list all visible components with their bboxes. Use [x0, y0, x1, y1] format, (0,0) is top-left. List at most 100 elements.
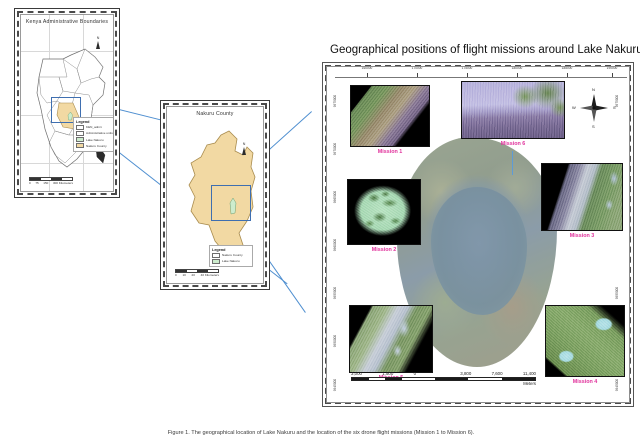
legend-title: Legend: [212, 247, 226, 252]
mosaic-water: [350, 306, 432, 372]
mission-label-6: Mission 6: [500, 141, 526, 147]
mosaic-texture: [348, 180, 420, 244]
scalebar-tick: 75: [35, 181, 39, 185]
x-axis-tick: [612, 73, 613, 77]
legend-county: Legend Nakuru County Lake Nakuru: [209, 245, 253, 268]
mosaic-mission-3[interactable]: [541, 163, 623, 231]
mosaic-image: [351, 86, 429, 146]
panel-nakuru-county: Nakuru County N Legend Nakuru County: [160, 100, 270, 290]
mosaic-mission-2[interactable]: [347, 179, 421, 245]
scalebar-bar: [175, 269, 219, 273]
scalebar-kenya: 0 75 150 300 Kilometers: [29, 177, 73, 185]
scalebar-tick: 11,400: [522, 371, 536, 377]
y-tick-label-right: 9945000: [614, 378, 619, 392]
scalebar-missions: 3,000 1,500 0 3,800 7,600 11,400 Meter: [351, 371, 536, 386]
legend-label: Nakuru County: [222, 253, 243, 258]
scalebar-tick: 3,000: [351, 371, 362, 377]
x-tick-label: 185000: [561, 66, 573, 70]
legend-row: Lake Nakuru: [212, 258, 250, 265]
y-tick-label: 9950000: [333, 334, 337, 348]
legend-row: KEN_adm1: [76, 124, 112, 130]
x-axis-line: [335, 77, 627, 78]
north-label: N: [96, 36, 100, 40]
x-tick-label: 175000: [461, 66, 473, 70]
mosaic-mission-4[interactable]: [545, 305, 625, 377]
compass-label-w: W: [572, 105, 576, 110]
x-tick-label: 180000: [511, 66, 523, 70]
panel-kenya-admin: Kenya Administrative Boundaries: [14, 8, 120, 198]
y-tick-label: 9965000: [333, 190, 337, 204]
compass-rose: N S E W: [572, 87, 616, 129]
legend-row: Lake Nakuru: [76, 136, 112, 143]
figure-caption: Figure 1. The geographical location of L…: [167, 430, 475, 436]
panel-kenya-inner: Kenya Administrative Boundaries: [20, 14, 114, 192]
mosaic-mission-5[interactable]: [349, 305, 433, 373]
legend-label: Administrative units: [86, 131, 113, 136]
x-tick-label: 170000: [411, 66, 423, 70]
scalebar-tick: 300 Kilometers: [52, 181, 73, 185]
panel-missions-inner: 160000 170000 175000 180000 185000 19000…: [326, 66, 630, 403]
mosaic-texture: [462, 82, 564, 138]
legend-row: Nakuru County: [212, 252, 250, 258]
legend-swatch: [212, 258, 220, 265]
x-axis-tick: [517, 73, 518, 77]
panel-county-inner: Nakuru County N Legend Nakuru County: [166, 106, 264, 284]
mosaic-texture: [350, 306, 432, 372]
legend-swatch: [76, 143, 84, 149]
panel-kenya-title: Kenya Administrative Boundaries: [25, 19, 109, 25]
north-arrow-county: N: [239, 142, 249, 155]
scalebar-tick: 10: [182, 273, 186, 277]
scalebar-tick: 0: [175, 273, 177, 277]
compass-label-e: E: [613, 105, 616, 110]
mission-label-3: Mission 3: [569, 233, 595, 239]
legend-row: Nakuru County: [76, 143, 112, 149]
kenya-inset-extent-box: [51, 97, 81, 123]
y-tick-label: 9970000: [333, 142, 337, 156]
scalebar-tick: 3,800: [460, 371, 472, 377]
x-axis-tick: [417, 73, 418, 77]
mission-label-1: Mission 1: [377, 149, 403, 155]
legend-label: Nakuru County: [86, 143, 107, 148]
legend-label: Lake Nakuru: [222, 259, 240, 264]
mission-label-2: Mission 2: [371, 247, 397, 253]
x-axis-tick: [367, 73, 368, 77]
graticule-line: [21, 51, 113, 52]
scalebar-tick: 40 Kilometers: [200, 273, 219, 277]
mission-label-4: Mission 4: [572, 379, 598, 385]
mosaic-vegetation: [348, 180, 420, 244]
x-tick-label: 160000: [361, 66, 373, 70]
lake-nakuru-water: [431, 187, 527, 315]
scalebar-ticks: 0 75 150 300 Kilometers: [29, 181, 73, 185]
legend-swatch: [76, 124, 84, 130]
missions-map-title: Geographical positions of flight mission…: [330, 44, 640, 56]
scalebar-tick: 20: [191, 273, 195, 277]
x-axis-tick: [467, 73, 468, 77]
x-tick-label: 190000: [606, 66, 618, 70]
y-tick-label: 9975000: [333, 94, 337, 108]
mosaic-vegetation: [462, 82, 564, 138]
mosaic-texture: [546, 306, 624, 376]
scalebar-ticks: 0 10 20 40 Kilometers: [175, 273, 219, 277]
scalebar-tick: 7,600: [491, 371, 503, 377]
scalebar-bar: [351, 377, 536, 381]
legend-swatch: [76, 136, 84, 143]
legend-label: KEN_adm1: [86, 125, 102, 130]
legend-row: Administrative units: [76, 130, 113, 137]
legend-swatch: [212, 252, 220, 258]
leader-line-mission-6: [512, 151, 513, 175]
mosaic-mission-1[interactable]: [350, 85, 430, 147]
panel-flight-missions: 160000 170000 175000 180000 185000 19000…: [322, 62, 634, 407]
legend-kenya: Legend KEN_adm1 Administrative units Lak…: [73, 117, 113, 152]
scalebar-unit: Meters: [523, 381, 536, 386]
y-tick-label-right: 9955000: [614, 286, 619, 300]
x-axis-tick: [567, 73, 568, 77]
mosaic-mission-6[interactable]: [461, 81, 565, 139]
compass-label-s: S: [592, 124, 595, 129]
north-arrow-icon: [96, 40, 100, 49]
panel-county-title: Nakuru County: [196, 111, 234, 117]
scalebar-tick-row: 3,000 1,500 0 3,800 7,600 11,400: [351, 371, 536, 376]
y-tick-label: 9945000: [333, 378, 337, 392]
mosaic-water: [542, 164, 622, 230]
scalebar-tick: 0: [29, 181, 31, 185]
